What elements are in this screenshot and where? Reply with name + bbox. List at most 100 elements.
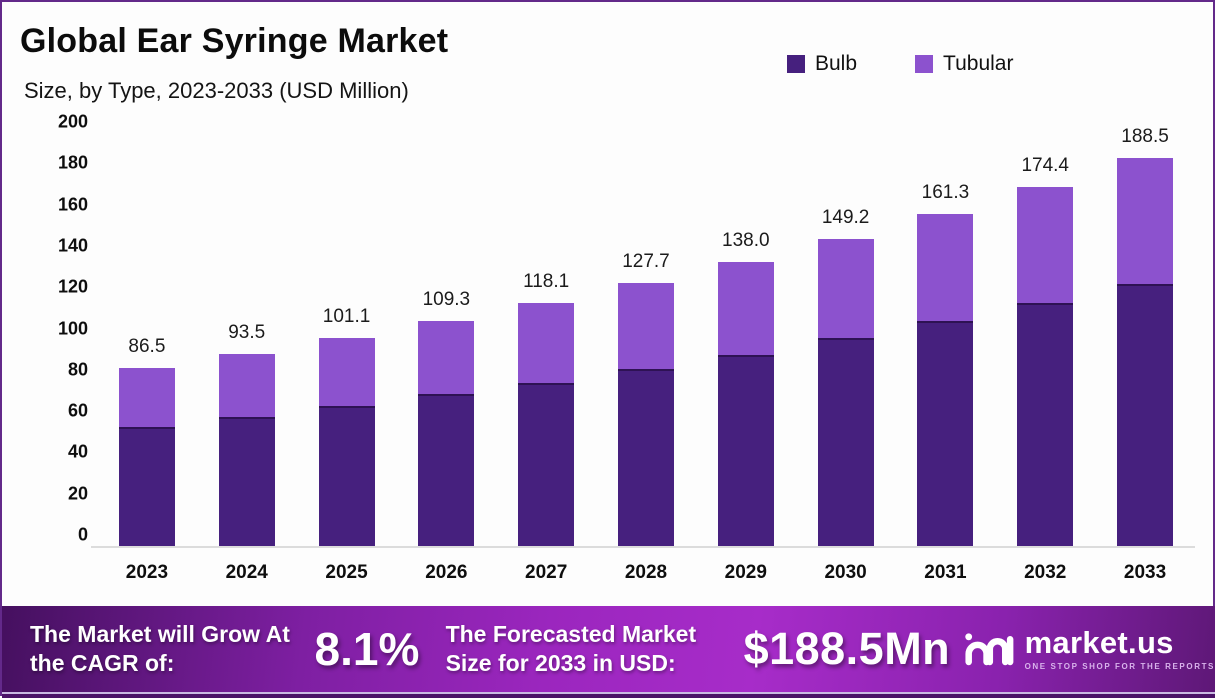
bar-segment-tubular: [318, 338, 375, 406]
bar-column-2027: 118.1: [496, 134, 596, 547]
bar-total-label: 93.5: [228, 321, 266, 343]
cagr-value: 8.1%: [314, 623, 420, 675]
bar-segment-bulb: [717, 354, 774, 547]
stacked-bar-2029: [717, 262, 774, 547]
x-tick-label-2023: 2023: [125, 562, 169, 583]
stacked-bar-2025: [318, 338, 375, 547]
legend-label: Bulb: [815, 52, 858, 75]
bottom-dark-strip: [2, 694, 1215, 698]
x-tick-label-2033: 2033: [1123, 562, 1167, 583]
stacked-bar-2023: [118, 368, 175, 547]
bar-column-2030: 149.2: [796, 134, 896, 547]
market-us-logo-tagline: ONE STOP SHOP FOR THE REPORTS: [1024, 662, 1215, 671]
bar-total-label: 118.1: [523, 271, 570, 293]
stacked-bar-2024: [218, 353, 275, 547]
forecast-value: $188.5Mn: [743, 623, 951, 674]
market-us-logo: market.us ONE STOP SHOP FOR THE REPORTS: [963, 627, 1215, 671]
bar-segment-tubular: [617, 283, 674, 370]
market-us-logo-text: market.us: [1024, 625, 1174, 660]
x-axis-line: [91, 546, 1195, 548]
bar-total-label: 161.3: [921, 181, 970, 203]
market-us-logo-icon: [964, 633, 1013, 666]
legend-label: Tubular: [943, 52, 1014, 75]
y-tick-label: 180: [57, 152, 88, 173]
legend-item-bulb: Bulb: [787, 52, 857, 76]
bar-segment-bulb: [917, 320, 974, 547]
bar-segment-tubular: [1017, 186, 1074, 304]
bar-column-2033: 188.5: [1095, 126, 1195, 547]
y-tick-label: 120: [57, 276, 88, 297]
stacked-bar-2030: [817, 238, 874, 547]
stacked-bar-2033: [1117, 157, 1174, 547]
market-us-logo-textcol: market.us ONE STOP SHOP FOR THE REPORTS: [1025, 627, 1215, 671]
stacked-bar-2031: [917, 213, 974, 547]
bar-segment-tubular: [717, 262, 774, 355]
footer-banner: The Market will Grow At the CAGR of: 8.1…: [2, 606, 1215, 692]
page-subtitle: Size, by Type, 2023-2033 (USD Million): [24, 78, 409, 103]
x-tick-label-2024: 2024: [225, 562, 268, 583]
bar-segment-tubular: [118, 368, 175, 428]
bar-column-2023: 86.5: [97, 134, 197, 547]
chart-area: Global Ear Syringe Market Size, by Type,…: [2, 2, 1215, 604]
bar-segment-bulb: [1117, 283, 1174, 547]
bar-segment-tubular: [518, 303, 575, 383]
bar-total-label: 174.4: [1021, 154, 1069, 176]
x-tick-label-2030: 2030: [824, 562, 867, 583]
y-tick-label: 160: [57, 194, 88, 215]
bar-segment-tubular: [218, 353, 275, 417]
bar-segment-bulb: [118, 427, 175, 547]
bar-segment-bulb: [617, 369, 674, 547]
page-title: Global Ear Syringe Market: [20, 22, 449, 60]
bar-segment-tubular: [817, 238, 874, 339]
stacked-bar-2027: [518, 303, 575, 547]
bar-column-2031: 161.3: [896, 134, 996, 547]
x-tick-label-2031: 2031: [924, 562, 967, 583]
y-tick-label: 60: [67, 400, 88, 421]
bar-total-label: 86.5: [128, 336, 166, 358]
bar-total-label: 188.5: [1121, 125, 1169, 147]
y-tick-label: 40: [67, 441, 88, 462]
bar-column-2028: 127.7: [596, 134, 696, 547]
bar-segment-bulb: [1017, 303, 1074, 547]
y-tick-label: 140: [57, 235, 88, 256]
stacked-bar-2026: [418, 321, 475, 547]
bar-total-label: 127.7: [622, 251, 670, 273]
x-tick-label-2032: 2032: [1024, 562, 1067, 583]
x-tick-label-2029: 2029: [724, 562, 767, 583]
stacked-bar-2028: [617, 283, 674, 547]
bar-segment-bulb: [318, 405, 375, 547]
chart-legend: Bulb Tubular: [787, 52, 1013, 76]
y-axis: 0 20 40 60 80 100 120 140 160 180 200: [2, 112, 88, 547]
y-tick-label: 80: [67, 359, 88, 380]
bar-column-2025: 101.1: [297, 134, 397, 547]
plot-area: 86.5 93.5 101.1 109.3 118.1 127.7 138.0 149.2 16…: [91, 126, 1195, 548]
x-tick-label-2028: 2028: [624, 562, 668, 583]
y-tick-label: 20: [67, 483, 88, 504]
legend-swatch-bulb: [787, 55, 805, 73]
bar-segment-tubular: [418, 321, 475, 395]
bar-segment-tubular: [917, 213, 974, 321]
bar-column-2024: 93.5: [197, 134, 297, 547]
bar-segment-bulb: [518, 382, 575, 547]
x-axis-labels: 2023 2024 2025 2026 2027 2028 2029 2030 2031 2032…: [97, 562, 1195, 584]
bar-segment-bulb: [218, 416, 275, 547]
y-tick-label: 0: [77, 524, 88, 545]
bar-columns: 86.5 93.5 101.1 109.3 118.1 127.7 138.0 149.2 16…: [97, 126, 1195, 547]
x-tick-label-2025: 2025: [325, 562, 368, 583]
bar-total-label: 101.1: [322, 306, 371, 328]
bar-segment-tubular: [1117, 157, 1174, 284]
y-tick-label: 200: [57, 111, 88, 132]
cagr-caption: The Market will Grow At the CAGR of:: [30, 621, 290, 676]
legend-item-tubular: Tubular: [915, 52, 1013, 76]
x-tick-label-2026: 2026: [425, 562, 468, 583]
bar-column-2029: 138.0: [696, 134, 796, 547]
bottom-light-strip: [2, 692, 1215, 694]
bar-total-label: 149.2: [821, 206, 870, 228]
bar-segment-bulb: [817, 338, 874, 547]
bar-column-2026: 109.3: [396, 134, 496, 547]
legend-swatch-tubular: [915, 55, 934, 73]
x-tick-label-2027: 2027: [525, 562, 568, 583]
y-tick-label: 100: [57, 318, 88, 338]
bar-segment-bulb: [418, 394, 475, 547]
